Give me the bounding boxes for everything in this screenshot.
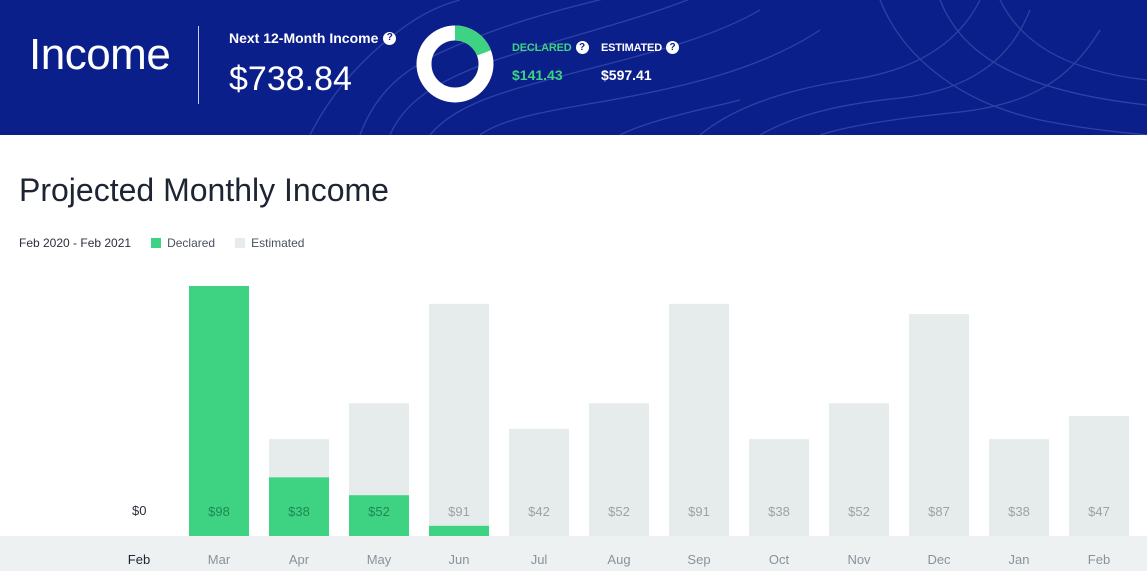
help-icon[interactable]: ? [575,41,589,54]
date-range: Feb 2020 - Feb 2021 [19,236,132,250]
legend-declared-swatch [151,238,162,248]
bar-value-label: $52 [368,504,390,519]
bar-estimated[interactable] [509,428,569,536]
income-header: Income Next 12-Month Income ? $738.84 DE… [0,0,1147,135]
bar-declared[interactable] [269,477,329,536]
bar-value-label: $52 [608,504,630,519]
bar-declared[interactable] [189,286,249,536]
bar-value-label: $98 [208,504,230,519]
estimated-label-text: ESTIMATED [601,41,662,54]
x-tick-label: Aug [607,552,630,567]
legend-estimated-swatch [235,238,246,248]
header-divider [198,26,199,104]
bar-value-label: $38 [288,504,310,519]
legend-declared-label: Declared [167,236,216,250]
x-tick-label: Feb [128,552,150,567]
bar-estimated[interactable] [269,439,329,478]
legend-estimated-label: Estimated [251,236,305,250]
help-icon[interactable]: ? [665,41,679,54]
bar-value-label: $38 [768,504,790,519]
legend-declared[interactable]: Declared [151,236,215,250]
next-income-label: Next 12-Month Income ? [229,30,397,46]
bar-value-label: $47 [1088,504,1110,519]
declared-label-text: DECLARED [512,41,572,54]
help-icon[interactable]: ? [383,31,397,45]
x-tick-label: Jan [1009,552,1030,567]
page-title: Income [29,30,171,79]
x-tick-label: Feb [1088,552,1110,567]
y-axis-zero-label: $0 [132,503,147,518]
x-tick-label: Jun [449,552,470,567]
estimated-value: $597.41 [601,67,652,83]
projected-income-bar-chart: Feb $98 Mar $38 Apr $52 May $91 Jun $42 Jul $52 Aug $… [128,286,1129,567]
bar-estimated[interactable] [669,303,729,536]
declared-value: $141.43 [512,67,563,83]
x-tick-label: Mar [208,552,231,567]
bar-declared[interactable] [349,495,409,536]
bar-value-label: $42 [528,504,550,519]
legend-estimated[interactable]: Estimated [235,236,304,250]
bar-estimated[interactable] [1069,416,1129,536]
next-income-value: $738.84 [229,60,352,98]
x-tick-label: Apr [289,552,310,567]
bar-estimated[interactable] [749,439,809,536]
x-tick-label: Nov [847,552,871,567]
topographic-pattern [309,0,1147,135]
bar-declared[interactable] [429,525,489,536]
estimated-label: ESTIMATED ? [601,41,679,54]
income-donut-chart [416,25,494,103]
section-title: Projected Monthly Income [19,172,389,208]
bar-value-label: $87 [928,504,950,519]
bar-estimated[interactable] [909,314,969,536]
x-tick-label: Oct [769,552,790,567]
x-tick-label: Jul [531,552,548,567]
bar-estimated[interactable] [829,403,889,536]
x-tick-label: May [367,552,392,567]
chart-legend: Feb 2020 - Feb 2021 Declared Estimated [19,236,324,250]
donut-declared-arc [416,25,494,103]
next-income-label-text: Next 12-Month Income [229,30,379,46]
bar-estimated[interactable] [429,303,489,526]
bar-estimated[interactable] [989,439,1049,536]
bar-estimated[interactable] [349,403,409,496]
x-tick-label: Sep [687,552,710,567]
bar-value-label: $91 [448,504,470,519]
bar-value-label: $91 [688,504,710,519]
x-tick-label: Dec [927,552,951,567]
bar-value-label: $52 [848,504,870,519]
declared-label: DECLARED ? [512,41,589,54]
bar-value-label: $38 [1008,504,1030,519]
bar-estimated[interactable] [589,403,649,536]
x-axis-band [0,536,1147,571]
